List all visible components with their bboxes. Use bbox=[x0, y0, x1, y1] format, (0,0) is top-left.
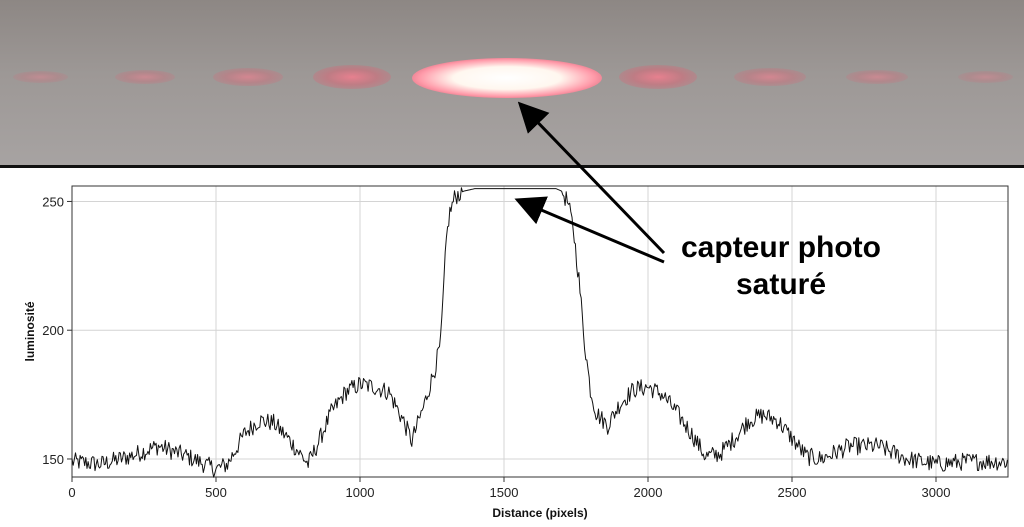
annotation-line-1: capteur photo bbox=[681, 231, 881, 264]
x-tick-label: 2500 bbox=[778, 485, 807, 500]
diffraction-spot bbox=[957, 71, 1013, 83]
central-saturated-spot bbox=[412, 58, 602, 98]
annotation-line-2: saturé bbox=[736, 268, 826, 301]
x-tick-label: 1500 bbox=[490, 485, 519, 500]
diffraction-photo bbox=[0, 0, 1024, 165]
photo-chart-divider bbox=[0, 165, 1024, 168]
x-tick-label: 3000 bbox=[922, 485, 951, 500]
diffraction-spot bbox=[846, 70, 908, 84]
plot-frame bbox=[71, 185, 1009, 478]
x-tick-label: 0 bbox=[68, 485, 75, 500]
y-tick-label: 250 bbox=[42, 194, 64, 209]
annotation: capteur photo saturé bbox=[681, 231, 881, 301]
x-tick-label: 2000 bbox=[634, 485, 663, 500]
x-axis-ticks: 0 500 1000 1500 2000 2500 3000 bbox=[68, 477, 950, 500]
diffraction-spot bbox=[213, 68, 283, 86]
y-tick-label: 200 bbox=[42, 323, 64, 338]
x-tick-label: 500 bbox=[205, 485, 227, 500]
luminosity-chart: 0 500 1000 1500 2000 2500 3000 150 200 250 Dista… bbox=[23, 185, 1009, 520]
diffraction-spot bbox=[619, 65, 697, 89]
diffraction-spot bbox=[313, 65, 391, 89]
x-tick-label: 1000 bbox=[346, 485, 375, 500]
y-axis-title: luminosité bbox=[23, 301, 37, 361]
diffraction-spot bbox=[734, 68, 806, 86]
x-axis-title: Distance (pixels) bbox=[492, 506, 587, 520]
y-tick-label: 150 bbox=[42, 452, 64, 467]
diffraction-spot bbox=[115, 70, 175, 84]
grid bbox=[71, 186, 1008, 477]
diffraction-spot bbox=[12, 71, 68, 83]
y-axis-ticks: 150 200 250 bbox=[42, 194, 72, 467]
